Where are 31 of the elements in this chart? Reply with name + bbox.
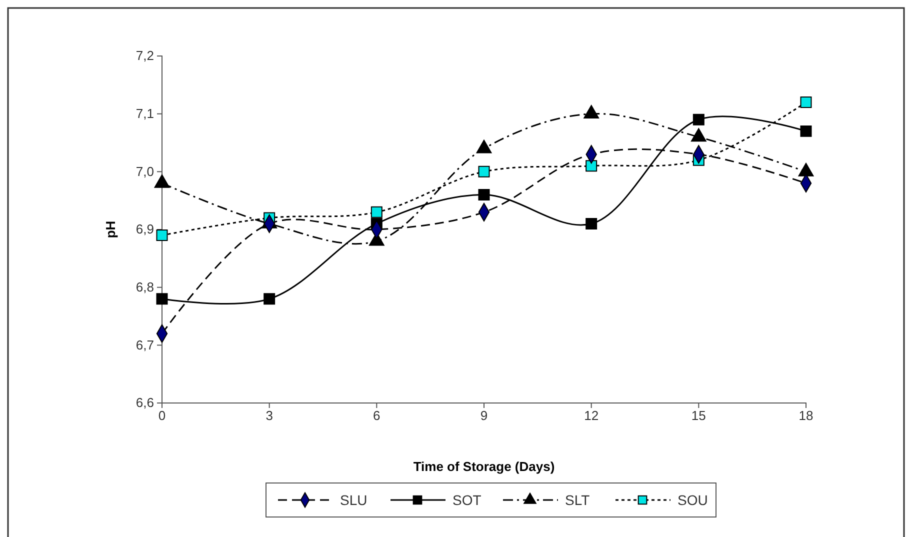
x-tick-label: 0: [158, 408, 166, 424]
point: [692, 114, 704, 126]
point: [156, 293, 168, 305]
y-tick-label: 6,9: [136, 222, 154, 237]
point: [800, 96, 812, 108]
x-tick-label: 6: [373, 408, 380, 424]
y-tick-label: 6,6: [136, 395, 154, 410]
point: [586, 218, 598, 230]
y-axis-title: pH: [103, 220, 118, 238]
legend-label: SLT: [565, 492, 590, 508]
y-tick-label: 7,0: [136, 164, 154, 179]
y-tick-label: 7,2: [136, 48, 154, 64]
point: [264, 293, 276, 305]
y-tick-label: 7,1: [136, 106, 154, 121]
point: [478, 166, 490, 178]
x-tick-label: 9: [480, 408, 488, 424]
y-tick-label: 6,8: [136, 279, 154, 294]
legend-label: SOT: [452, 492, 482, 508]
point: [800, 125, 812, 137]
x-axis-title: Time of Storage (Days): [413, 459, 555, 474]
x-tick-label: 18: [798, 408, 814, 424]
y-tick-label: 6,7: [136, 337, 154, 352]
x-tick-label: 15: [691, 408, 706, 424]
legend-label: SLU: [340, 492, 368, 508]
x-tick-label: 12: [584, 408, 599, 424]
point: [586, 160, 598, 172]
point: [156, 230, 168, 242]
point: [370, 206, 382, 218]
legend-label: SOU: [678, 492, 708, 508]
point: [478, 189, 490, 201]
x-tick-label: 3: [266, 408, 273, 424]
